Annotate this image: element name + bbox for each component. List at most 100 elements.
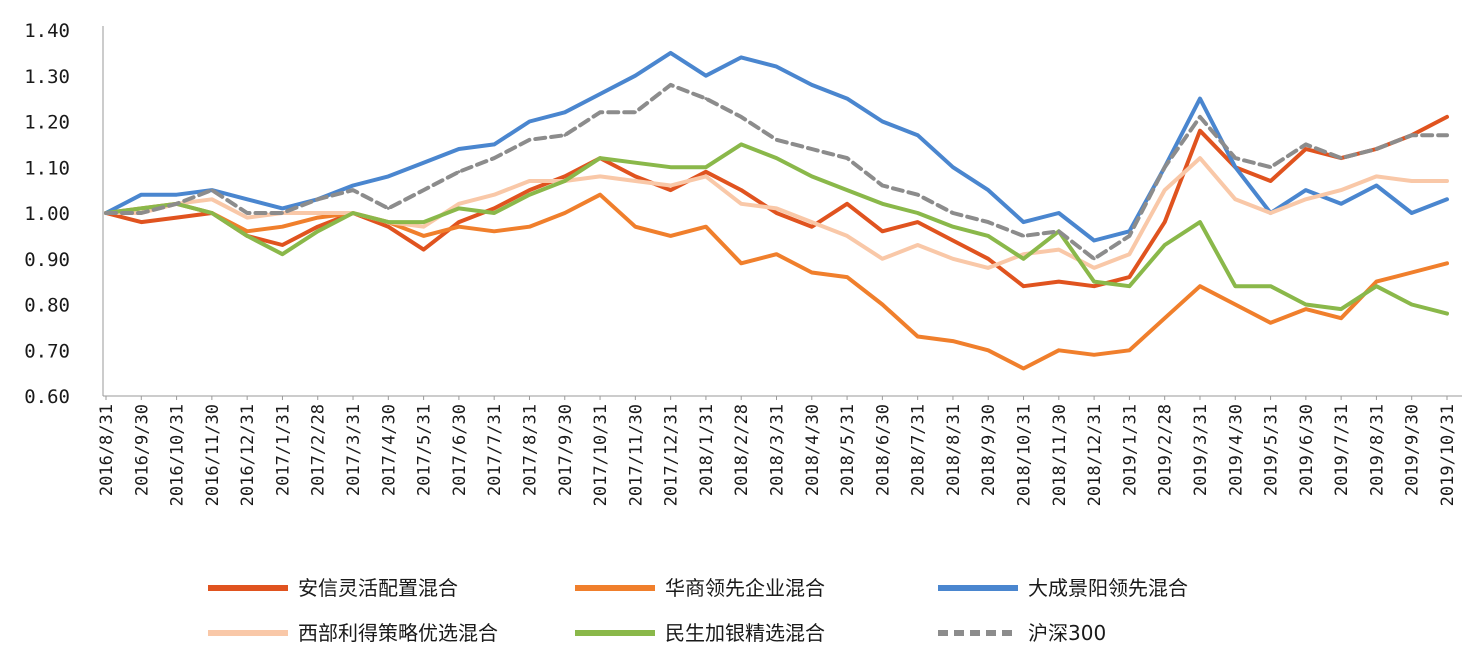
data-point (704, 174, 708, 178)
data-point (810, 220, 814, 224)
data-point (669, 188, 673, 192)
data-point (951, 165, 955, 169)
data-point (986, 234, 990, 238)
data-point (210, 188, 214, 192)
data-point (951, 225, 955, 229)
data-point (704, 165, 708, 169)
data-point (139, 206, 143, 210)
data-point (351, 184, 355, 187)
series-lines (104, 50, 1449, 371)
data-point (1339, 156, 1343, 160)
x-tick-label: 2018/3/31 (768, 404, 788, 496)
data-point (492, 229, 496, 233)
data-point (175, 193, 179, 197)
data-point (810, 83, 814, 87)
data-point (245, 211, 249, 215)
data-point (951, 257, 955, 261)
data-point (739, 55, 743, 59)
data-point (951, 239, 955, 242)
data-point (1127, 284, 1131, 288)
data-point (386, 225, 390, 229)
data-point (280, 252, 284, 256)
legend-label: 西部利得策略优选混合 (298, 621, 498, 645)
data-point (245, 197, 249, 201)
data-point (1304, 188, 1308, 192)
data-point (139, 220, 143, 224)
data-point (457, 220, 461, 224)
data-point (528, 225, 531, 229)
data-point (1233, 197, 1237, 201)
data-point (528, 120, 531, 123)
x-tick-label: 2016/8/31 (97, 404, 117, 496)
data-point (986, 266, 990, 270)
x-tick-label: 2017/1/31 (273, 404, 293, 496)
data-point (775, 252, 778, 256)
data-point (845, 156, 849, 160)
data-point (1198, 284, 1202, 288)
data-point (986, 257, 990, 261)
data-point (1269, 179, 1273, 183)
data-point (1092, 257, 1096, 261)
data-point (316, 225, 320, 229)
data-point (1022, 220, 1025, 224)
x-tick-label: 2018/10/31 (1015, 404, 1035, 506)
data-point (528, 193, 531, 197)
data-point (1163, 220, 1167, 224)
data-point (1304, 197, 1308, 201)
data-point (880, 184, 884, 187)
data-point (1127, 252, 1131, 256)
x-tick-label: 2017/9/30 (556, 404, 576, 496)
data-point (739, 115, 743, 119)
data-point (775, 156, 778, 160)
data-point (528, 188, 531, 192)
data-point (1233, 303, 1237, 306)
data-point (598, 174, 602, 178)
legend-label: 民生加银精选混合 (665, 621, 825, 645)
data-point (457, 225, 461, 229)
data-point (845, 202, 849, 206)
data-point (1127, 275, 1131, 279)
data-point (280, 206, 284, 210)
data-point (1022, 234, 1025, 238)
data-point (1374, 184, 1378, 187)
data-point (845, 234, 849, 238)
data-point (669, 51, 673, 55)
data-point (704, 225, 708, 229)
data-point (1127, 348, 1131, 352)
data-point (1304, 147, 1308, 151)
x-tick-label: 2017/2/28 (309, 404, 329, 496)
x-tick-label: 2018/2/28 (732, 404, 752, 496)
data-point (457, 170, 461, 174)
x-tick-label: 2019/10/31 (1438, 404, 1458, 506)
data-point (1445, 197, 1449, 201)
data-point (1445, 133, 1449, 137)
data-point (986, 220, 990, 224)
x-tick-label: 2017/7/31 (485, 404, 505, 496)
data-point (1233, 165, 1237, 169)
data-point (351, 188, 355, 192)
data-point (386, 174, 390, 178)
x-tick-label: 2018/7/31 (909, 404, 929, 496)
data-point (280, 211, 284, 215)
data-point (1198, 97, 1202, 101)
y-tick-label: 1.40 (24, 20, 70, 42)
data-point (633, 179, 637, 183)
data-point (1092, 266, 1096, 270)
data-point (810, 225, 814, 229)
x-tick-label: 2018/5/31 (838, 404, 858, 496)
data-point (139, 211, 143, 215)
data-point (1339, 202, 1343, 206)
data-point (1374, 174, 1378, 178)
x-tick-label: 2019/6/30 (1297, 404, 1317, 496)
data-point (1304, 303, 1308, 306)
data-point (704, 74, 708, 78)
x-tick-label: 2017/4/30 (379, 404, 399, 496)
legend-label: 大成景阳领先混合 (1028, 576, 1188, 600)
data-point (1304, 142, 1308, 146)
x-tick-label: 2018/1/31 (697, 404, 717, 496)
data-point (457, 147, 461, 151)
data-point (986, 188, 990, 192)
data-point (422, 248, 426, 252)
data-point (810, 147, 814, 151)
data-point (739, 261, 743, 265)
